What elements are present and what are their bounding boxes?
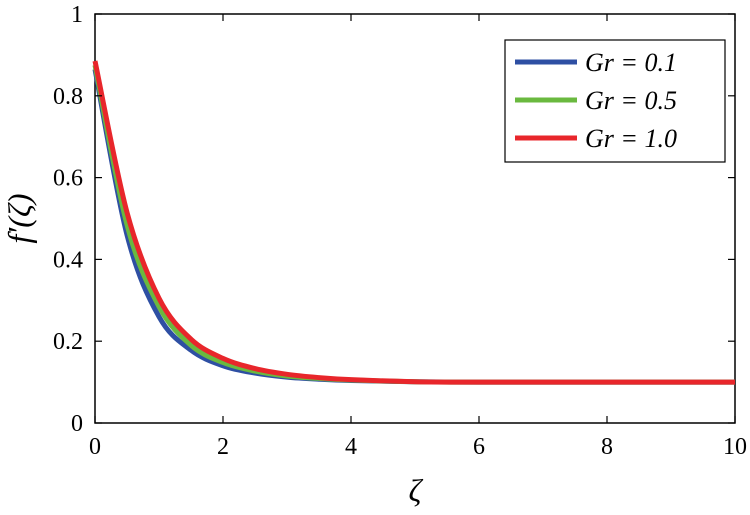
x-tick-label: 10 [723,434,747,460]
y-tick-label: 0 [71,411,83,437]
legend-label-3: Gr = 1.0 [585,124,677,153]
series-layer [92,60,735,385]
legend-label-1: Gr = 0.1 [585,48,677,77]
x-tick-label: 0 [89,434,101,460]
y-tick-label: 0.4 [53,247,83,273]
x-tick-label: 6 [473,434,485,460]
series-line-3 [92,60,735,385]
y-tick-label: 1 [71,2,83,28]
x-tick-label: 8 [601,434,613,460]
y-axis-label: f′(ζ) [1,193,37,243]
legend-label-2: Gr = 0.5 [585,86,677,115]
y-tick-label: 0.2 [53,329,83,355]
legend-items: Gr = 0.1 Gr = 0.5 Gr = 1.0 [515,48,677,153]
x-tick-label: 4 [345,434,357,460]
x-tick-label: 2 [217,434,229,460]
y-tick-label: 0.6 [53,166,83,192]
y-tick-label: 0.8 [53,84,83,110]
x-axis-label: ζ [409,472,424,508]
tick-layer: 0 2 4 6 8 10 0 0.2 0.4 0.6 0.8 1 [53,2,747,460]
legend: Gr = 0.1 Gr = 0.5 Gr = 1.0 [504,39,726,163]
